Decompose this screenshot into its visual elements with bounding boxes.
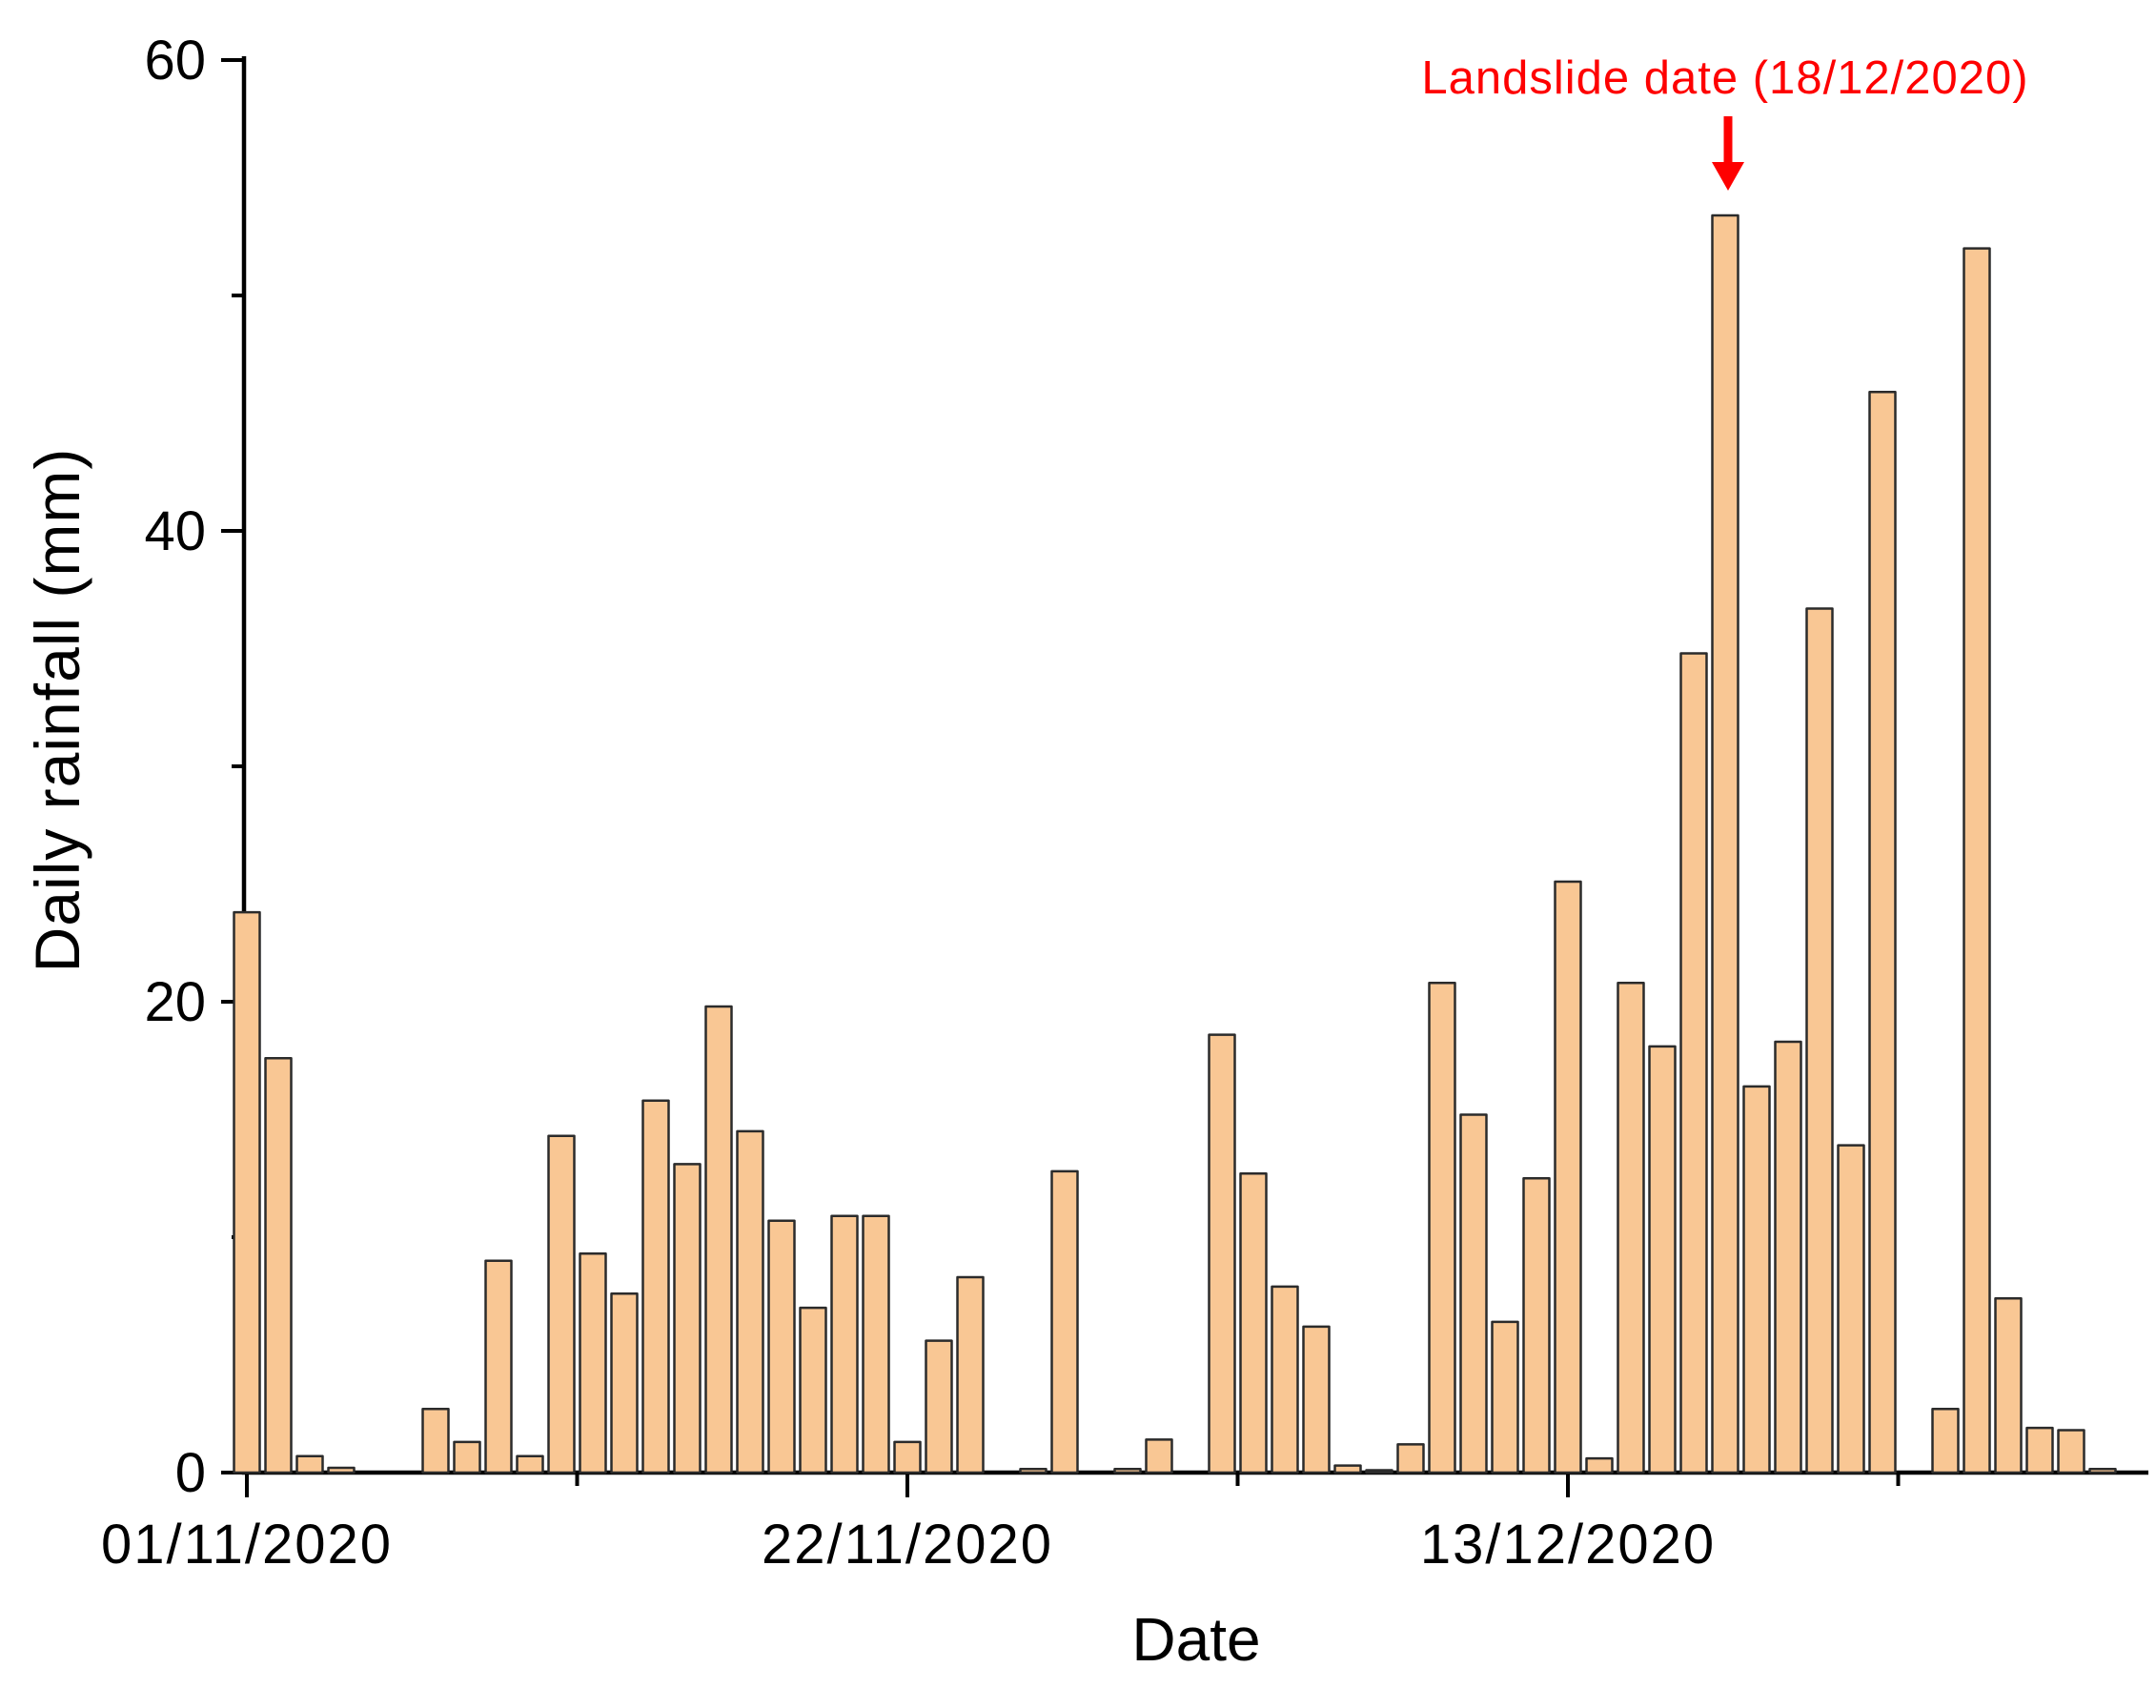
bar-05/12/2020 bbox=[1302, 1325, 1331, 1474]
x-axis-title: Date bbox=[1131, 1605, 1261, 1674]
bar-11/11/2020 bbox=[547, 1134, 576, 1474]
bar-04/12/2020 bbox=[1271, 1285, 1299, 1474]
bar-23/11/2020 bbox=[925, 1339, 953, 1474]
bar-03/12/2020 bbox=[1239, 1172, 1268, 1474]
bar-08/11/2020 bbox=[453, 1440, 481, 1474]
bar-17/12/2020 bbox=[1679, 652, 1708, 1474]
y-tick-label: 60 bbox=[144, 30, 206, 92]
bar-12/12/2020 bbox=[1522, 1177, 1551, 1474]
bar-02/12/2020 bbox=[1208, 1033, 1236, 1474]
bar-18/12/2020 bbox=[1711, 214, 1739, 1474]
bar-26/11/2020 bbox=[1019, 1468, 1047, 1474]
y-axis-title: Daily rainfall (mm) bbox=[22, 447, 92, 973]
bar-22/12/2020 bbox=[1837, 1144, 1865, 1474]
bar-26/12/2020 bbox=[1963, 247, 1991, 1474]
x-tick-label: 13/12/2020 bbox=[1420, 1514, 1716, 1576]
landslide-annotation-label: Landslide date (18/12/2020) bbox=[1421, 52, 2029, 104]
y-tick-label: 40 bbox=[144, 500, 206, 562]
bar-14/12/2020 bbox=[1585, 1456, 1614, 1474]
bar-27/12/2020 bbox=[1994, 1296, 2023, 1474]
bar-14/11/2020 bbox=[641, 1099, 670, 1474]
bar-28/12/2020 bbox=[2025, 1426, 2054, 1474]
bar-24/11/2020 bbox=[956, 1275, 985, 1474]
bar-16/11/2020 bbox=[704, 1005, 733, 1474]
bar-03/11/2020 bbox=[295, 1454, 324, 1474]
bar-01/11/2020 bbox=[233, 910, 261, 1474]
bar-21/11/2020 bbox=[862, 1214, 890, 1474]
x-tick-label: 22/11/2020 bbox=[762, 1514, 1053, 1576]
bar-15/11/2020 bbox=[673, 1163, 702, 1474]
bar-17/11/2020 bbox=[736, 1129, 764, 1474]
bar-29/12/2020 bbox=[2057, 1429, 2085, 1474]
bar-27/11/2020 bbox=[1050, 1169, 1079, 1474]
y-tick-label: 0 bbox=[175, 1442, 206, 1504]
bar-21/12/2020 bbox=[1805, 607, 1834, 1474]
bar-19/11/2020 bbox=[799, 1306, 827, 1474]
bar-22/11/2020 bbox=[893, 1440, 922, 1474]
bar-30/12/2020 bbox=[2088, 1468, 2117, 1474]
bar-08/12/2020 bbox=[1396, 1443, 1425, 1474]
bar-07/11/2020 bbox=[421, 1408, 450, 1474]
bar-29/11/2020 bbox=[1113, 1468, 1142, 1474]
bar-06/12/2020 bbox=[1333, 1464, 1362, 1474]
bar-13/12/2020 bbox=[1554, 880, 1582, 1474]
bar-18/11/2020 bbox=[767, 1219, 796, 1474]
bar-20/11/2020 bbox=[830, 1214, 859, 1474]
y-tick-label: 20 bbox=[144, 971, 206, 1033]
bar-12/11/2020 bbox=[579, 1252, 607, 1474]
bar-13/11/2020 bbox=[610, 1292, 639, 1474]
bar-02/11/2020 bbox=[264, 1057, 293, 1474]
bar-30/11/2020 bbox=[1145, 1438, 1173, 1474]
x-tick-label: 01/11/2020 bbox=[101, 1514, 393, 1576]
bar-15/12/2020 bbox=[1617, 981, 1645, 1474]
bar-20/12/2020 bbox=[1774, 1040, 1802, 1474]
bar-04/11/2020 bbox=[327, 1466, 356, 1474]
bar-16/12/2020 bbox=[1648, 1045, 1677, 1474]
bar-11/12/2020 bbox=[1491, 1320, 1519, 1474]
bar-10/11/2020 bbox=[516, 1454, 544, 1474]
bar-25/12/2020 bbox=[1931, 1408, 1960, 1474]
bar-10/12/2020 bbox=[1459, 1113, 1488, 1474]
bar-19/12/2020 bbox=[1742, 1085, 1771, 1474]
bar-07/12/2020 bbox=[1365, 1469, 1393, 1474]
down-arrow-icon bbox=[1712, 162, 1744, 191]
bar-09/11/2020 bbox=[484, 1259, 513, 1474]
bar-23/12/2020 bbox=[1868, 391, 1897, 1474]
bar-09/12/2020 bbox=[1428, 981, 1456, 1474]
